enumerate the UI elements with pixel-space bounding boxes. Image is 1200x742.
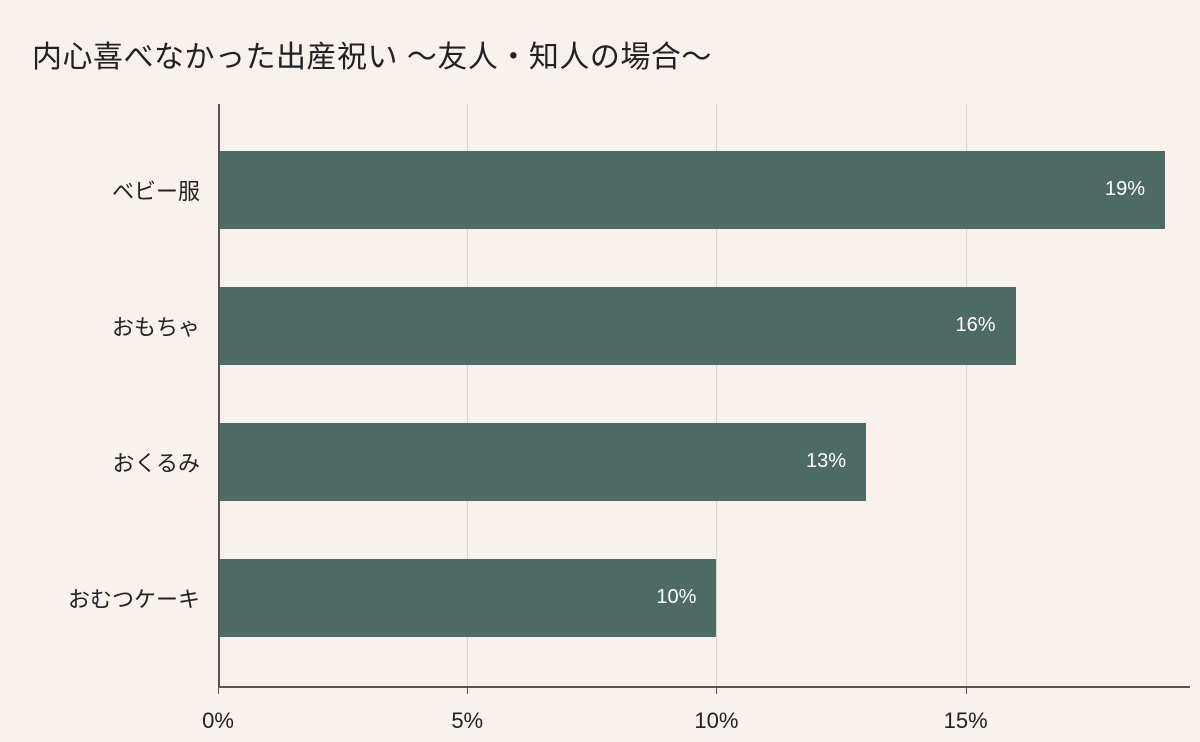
- chart-container: 内心喜べなかった出産祝い 〜友人・知人の場合〜 0% 5% 10% 15% 19% ベビー…: [0, 0, 1200, 742]
- x-tick-label: 5%: [451, 708, 483, 734]
- x-tick-label: 15%: [944, 708, 988, 734]
- category-label: おくるみ: [32, 446, 200, 478]
- category-label: おもちゃ: [32, 310, 200, 342]
- x-axis: [218, 686, 1190, 688]
- x-tick-label: 10%: [694, 708, 738, 734]
- x-tick-label: 0%: [202, 708, 234, 734]
- bar: 19%: [220, 151, 1165, 230]
- plot-area: 0% 5% 10% 15% 19% ベビー服 16% おもちゃ 13% おくるみ 10% おむつケーキ: [32, 104, 1200, 742]
- category-label: ベビー服: [32, 174, 200, 206]
- category-label: おむつケーキ: [32, 582, 200, 614]
- bar: 16%: [220, 287, 1016, 366]
- bar: 13%: [220, 423, 866, 502]
- bar-value-label: 10%: [656, 586, 696, 609]
- bar-value-label: 13%: [806, 450, 846, 473]
- chart-title: 内心喜べなかった出産祝い 〜友人・知人の場合〜: [32, 32, 1200, 76]
- bar-value-label: 16%: [956, 314, 996, 337]
- bar-value-label: 19%: [1105, 178, 1145, 201]
- bar: 10%: [220, 559, 716, 638]
